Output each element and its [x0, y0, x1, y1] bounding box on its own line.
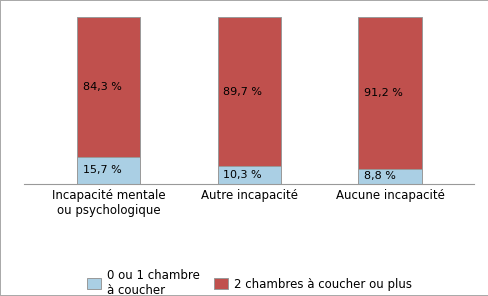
- Text: 89,7 %: 89,7 %: [223, 87, 262, 97]
- Text: 10,3 %: 10,3 %: [223, 170, 262, 180]
- Text: 84,3 %: 84,3 %: [82, 82, 122, 92]
- Text: 91,2 %: 91,2 %: [363, 88, 402, 98]
- Bar: [77, 17, 140, 157]
- Text: 8,8 %: 8,8 %: [363, 171, 395, 181]
- Bar: [217, 166, 281, 184]
- Bar: [217, 17, 281, 166]
- Bar: [77, 157, 140, 184]
- Legend: 0 ou 1 chambre
à coucher, 2 chambres à coucher ou plus: 0 ou 1 chambre à coucher, 2 chambres à c…: [81, 263, 417, 296]
- Text: 15,7 %: 15,7 %: [82, 165, 122, 176]
- Bar: [358, 17, 421, 169]
- Bar: [358, 169, 421, 184]
